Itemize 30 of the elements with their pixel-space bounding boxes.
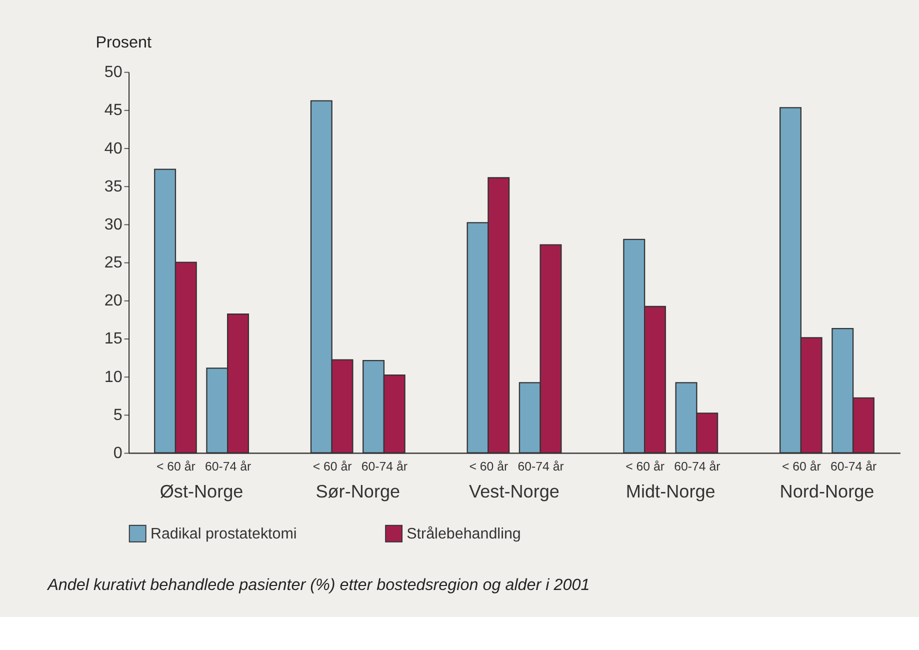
x-tick-label: 60-74 år (361, 459, 408, 474)
text: Andel kurativt behandlede pasienter (%) etter bostedsregion og alder i 2001 (46, 576, 590, 594)
y-tick-label: 15 (104, 330, 122, 348)
text: Vest-Norge (469, 482, 560, 502)
text: Øst-Norge (160, 482, 244, 502)
text: Midt-Norge (626, 482, 716, 502)
y-tick-label: 10 (104, 368, 122, 386)
x-tick-label: 60-74 år (830, 459, 877, 474)
text: Nord-Norge (780, 482, 874, 502)
x-tick-label: 60-74 år (674, 459, 720, 474)
y-tick-label: 35 (104, 177, 122, 196)
y-tick-label: 0 (113, 444, 122, 462)
x-tick-label: 60-74 år (205, 459, 252, 474)
y-tick-label: 5 (113, 406, 122, 424)
x-tick-label: 60-74 år (518, 459, 564, 474)
y-tick-label: 50 (104, 63, 122, 82)
x-tick-label: < 60 år (626, 459, 664, 474)
legend-label: Strålebehandling (406, 525, 521, 542)
text: Sør-Norge (316, 482, 400, 502)
y-axis-title: Prosent (96, 34, 152, 52)
y-tick-label: 40 (104, 139, 122, 158)
y-tick-label: 45 (104, 101, 122, 120)
x-tick-label: < 60 år (156, 459, 196, 474)
y-tick-label: 30 (104, 215, 122, 234)
x-tick-label: < 60 år (782, 459, 821, 474)
y-tick-label: 20 (104, 292, 122, 310)
x-tick-label: < 60 år (312, 459, 352, 474)
legend-label: Radikal prostatektomi (150, 525, 297, 542)
x-tick-label: < 60 år (469, 459, 508, 474)
y-tick-label: 25 (104, 254, 122, 272)
